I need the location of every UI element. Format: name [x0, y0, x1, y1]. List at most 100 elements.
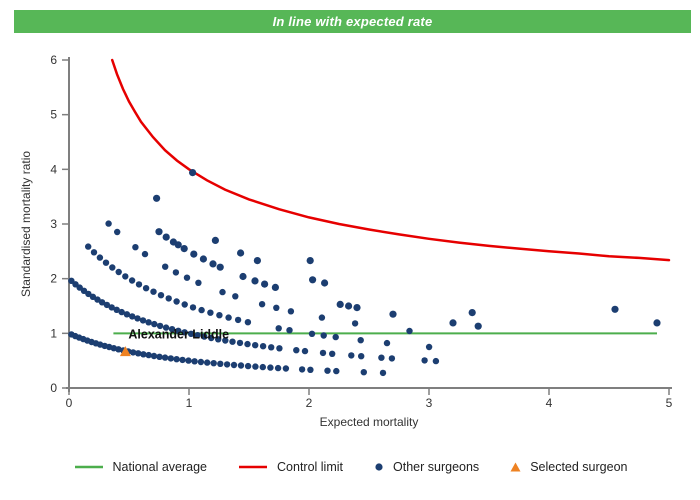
surgeon-point[interactable]	[183, 274, 191, 281]
surgeon-point[interactable]	[96, 254, 104, 261]
surgeon-point[interactable]	[353, 304, 361, 312]
surgeon-point[interactable]	[324, 367, 331, 374]
surgeon-point[interactable]	[108, 304, 115, 311]
surgeon-point[interactable]	[211, 236, 219, 244]
surgeon-point[interactable]	[301, 347, 309, 355]
surgeon-point[interactable]	[175, 327, 182, 334]
surgeon-point[interactable]	[102, 259, 110, 266]
surgeon-point[interactable]	[150, 352, 158, 360]
surgeon-point[interactable]	[653, 319, 661, 327]
surgeon-point[interactable]	[425, 343, 433, 351]
surgeon-point[interactable]	[319, 349, 327, 357]
surgeon-point[interactable]	[336, 300, 344, 308]
surgeon-point[interactable]	[378, 354, 385, 361]
surgeon-point[interactable]	[223, 361, 231, 368]
surgeon-point[interactable]	[156, 353, 163, 360]
surgeon-point[interactable]	[115, 346, 122, 353]
surgeon-point[interactable]	[181, 329, 188, 336]
surgeon-point[interactable]	[230, 361, 238, 369]
surgeon-point[interactable]	[85, 243, 92, 250]
surgeon-point[interactable]	[388, 355, 396, 362]
other-surgeons-points[interactable]	[68, 169, 661, 377]
surgeon-point[interactable]	[239, 272, 247, 281]
surgeon-point[interactable]	[225, 314, 232, 321]
surgeon-point[interactable]	[157, 292, 165, 299]
surgeon-point[interactable]	[274, 364, 282, 372]
surgeon-point[interactable]	[351, 320, 359, 327]
surgeon-point[interactable]	[261, 280, 269, 288]
surgeon-point[interactable]	[197, 358, 205, 366]
surgeon-point[interactable]	[194, 332, 201, 339]
surgeon-point[interactable]	[162, 324, 170, 331]
surgeon-point[interactable]	[360, 369, 367, 376]
surgeon-point[interactable]	[308, 330, 316, 337]
surgeon-point[interactable]	[103, 301, 111, 309]
surgeon-point[interactable]	[167, 355, 174, 362]
surgeon-point[interactable]	[321, 279, 329, 287]
surgeon-point[interactable]	[271, 283, 279, 291]
surgeon-point[interactable]	[474, 322, 482, 330]
surgeon-point[interactable]	[174, 241, 182, 249]
surgeon-point[interactable]	[468, 309, 476, 317]
surgeon-point[interactable]	[181, 301, 188, 308]
surgeon-point[interactable]	[252, 363, 259, 370]
surgeon-point[interactable]	[187, 330, 195, 337]
surgeon-point[interactable]	[237, 362, 245, 369]
surgeon-point[interactable]	[332, 333, 339, 341]
surgeon-point[interactable]	[389, 310, 397, 318]
surgeon-point[interactable]	[229, 338, 236, 345]
surgeon-point[interactable]	[191, 358, 198, 365]
surgeon-point[interactable]	[348, 352, 355, 359]
surgeon-point[interactable]	[611, 305, 619, 313]
surgeon-point[interactable]	[162, 233, 170, 241]
surgeon-point[interactable]	[132, 244, 139, 251]
surgeon-point[interactable]	[379, 369, 387, 377]
surgeon-point[interactable]	[309, 276, 317, 284]
surgeon-point[interactable]	[204, 359, 211, 366]
surgeon-point[interactable]	[156, 322, 164, 330]
surgeon-point[interactable]	[345, 302, 353, 310]
surgeon-point[interactable]	[244, 340, 251, 348]
surgeon-point[interactable]	[406, 327, 413, 335]
surgeon-point[interactable]	[358, 353, 365, 360]
surgeon-point[interactable]	[293, 347, 300, 354]
surgeon-point[interactable]	[189, 169, 197, 177]
surgeon-point[interactable]	[135, 281, 143, 288]
surgeon-point[interactable]	[173, 356, 180, 363]
surgeon-point[interactable]	[276, 345, 283, 352]
surgeon-point[interactable]	[207, 309, 214, 316]
surgeon-point[interactable]	[145, 319, 152, 326]
surgeon-point[interactable]	[432, 357, 440, 365]
surgeon-point[interactable]	[150, 288, 157, 295]
surgeon-point[interactable]	[114, 228, 121, 236]
surgeon-point[interactable]	[142, 285, 150, 292]
surgeon-point[interactable]	[216, 263, 224, 271]
surgeon-point[interactable]	[140, 351, 147, 358]
surgeon-point[interactable]	[172, 269, 180, 276]
surgeon-point[interactable]	[115, 268, 122, 276]
surgeon-point[interactable]	[98, 299, 106, 306]
surgeon-point[interactable]	[153, 194, 161, 202]
surgeon-point[interactable]	[118, 308, 125, 316]
surgeon-point[interactable]	[215, 336, 222, 343]
surgeon-point[interactable]	[258, 301, 266, 308]
surgeon-point[interactable]	[151, 320, 158, 328]
surgeon-point[interactable]	[179, 356, 186, 364]
surgeon-point[interactable]	[201, 333, 208, 340]
surgeon-point[interactable]	[306, 257, 314, 265]
surgeon-point[interactable]	[189, 304, 197, 311]
surgeon-point[interactable]	[307, 366, 314, 373]
surgeon-point[interactable]	[129, 349, 137, 356]
surgeon-point[interactable]	[267, 364, 274, 371]
surgeon-point[interactable]	[180, 245, 188, 253]
surgeon-point[interactable]	[90, 249, 98, 256]
surgeon-point[interactable]	[109, 264, 116, 271]
surgeon-point[interactable]	[244, 319, 252, 326]
surgeon-point[interactable]	[236, 339, 244, 347]
surgeon-point[interactable]	[105, 220, 112, 227]
surgeon-point[interactable]	[259, 343, 267, 350]
surgeon-point[interactable]	[217, 360, 224, 367]
surgeon-point[interactable]	[259, 363, 266, 371]
surgeon-point[interactable]	[210, 360, 217, 367]
surgeon-point[interactable]	[185, 357, 192, 364]
